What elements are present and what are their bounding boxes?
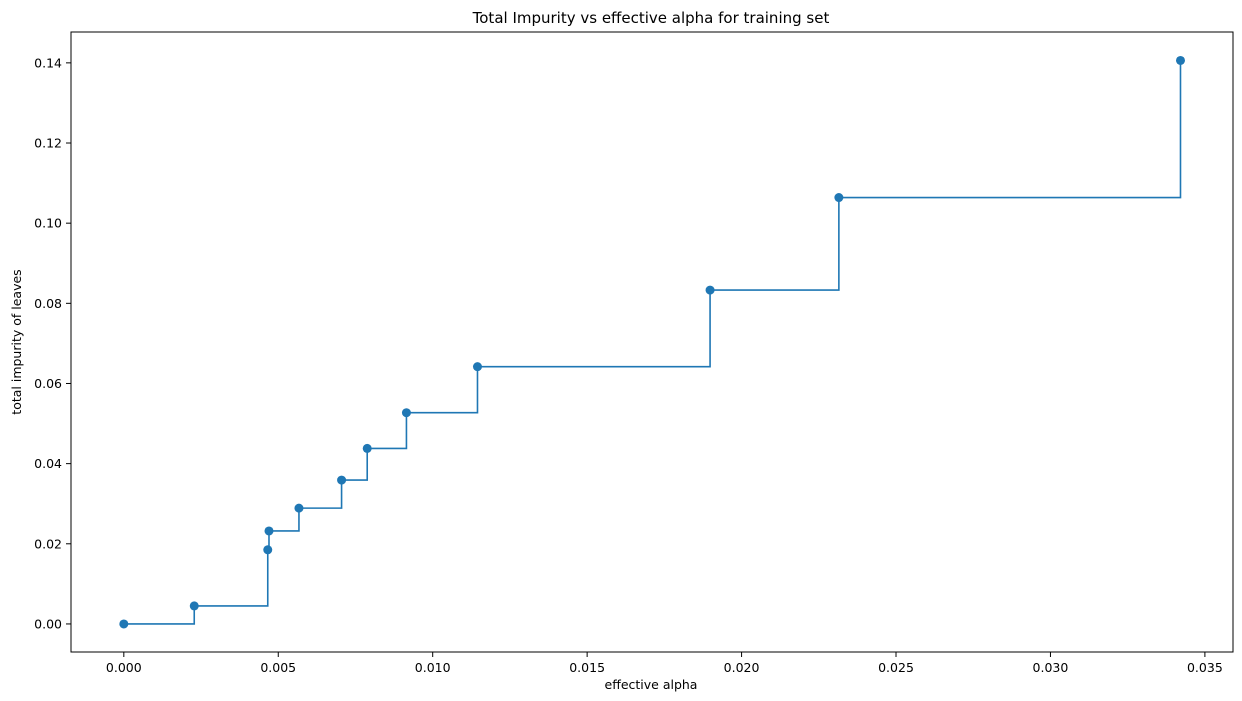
data-point — [264, 526, 274, 536]
data-point — [705, 285, 715, 295]
data-point — [1175, 55, 1185, 65]
data-point — [294, 503, 304, 513]
y-tick-label: 0.14 — [34, 55, 62, 70]
x-axis: 0.000 0.005 0.010 0.015 0.020 0.025 0.030 0.035 — [106, 652, 1223, 675]
x-tick-label: 0.020 — [724, 660, 760, 675]
x-axis-label: effective alpha — [605, 677, 698, 692]
y-axis: 0.00 0.02 0.04 0.06 0.08 0.10 0.12 0.14 — [34, 55, 71, 631]
y-tick-label: 0.00 — [34, 616, 62, 631]
y-tick-label: 0.08 — [34, 296, 62, 311]
data-point — [337, 475, 347, 485]
data-point — [834, 193, 844, 203]
y-tick-label: 0.04 — [34, 456, 62, 471]
data-point — [472, 362, 482, 372]
chart-title: Total Impurity vs effective alpha for tr… — [472, 9, 830, 27]
series-impurity — [119, 55, 1185, 629]
x-tick-label: 0.015 — [569, 660, 605, 675]
y-tick-label: 0.10 — [34, 216, 62, 231]
x-tick-label: 0.025 — [878, 660, 914, 675]
y-tick-label: 0.06 — [34, 376, 62, 391]
series-line — [123, 60, 1182, 625]
axes-frame — [70, 31, 1234, 653]
x-tick-label: 0.005 — [260, 660, 296, 675]
x-tick-label: 0.035 — [1187, 660, 1223, 675]
x-tick-label: 0.030 — [1033, 660, 1069, 675]
y-tick-label: 0.02 — [34, 536, 62, 551]
y-tick-label: 0.12 — [34, 136, 62, 151]
data-point — [189, 601, 199, 611]
x-tick-label: 0.000 — [106, 660, 142, 675]
data-point — [401, 408, 411, 418]
plot-area: 0.000 0.005 0.010 0.015 0.020 0.025 0.030 0.035… — [34, 31, 1234, 675]
y-axis-label: total impurity of leaves — [9, 269, 24, 414]
x-tick-label: 0.010 — [415, 660, 451, 675]
data-point — [362, 443, 372, 453]
data-point — [119, 619, 129, 629]
data-point — [263, 545, 273, 555]
